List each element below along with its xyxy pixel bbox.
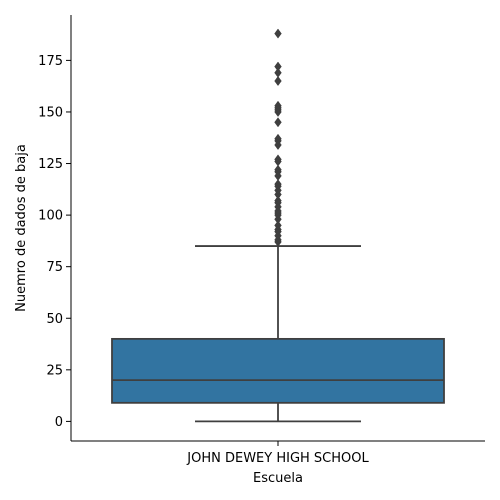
- outlier-point: [274, 75, 282, 87]
- x-axis-label: Escuela: [253, 471, 303, 486]
- y-tick-label: 50: [46, 312, 63, 327]
- outlier-point: [274, 61, 282, 72]
- outlier-point: [274, 67, 282, 78]
- outlier-point: [274, 28, 282, 39]
- y-tick-label: 175: [38, 54, 63, 69]
- outlier-point: [274, 117, 282, 128]
- y-tick-label: 25: [46, 363, 63, 378]
- x-tick-label: JOHN DEWEY HIGH SCHOOL: [186, 451, 369, 466]
- y-axis: 0 25 50 75 100 125 150 175: [38, 15, 72, 441]
- y-tick-label: 100: [38, 209, 63, 224]
- y-axis-label: Nuemro de dados de baja: [14, 144, 29, 312]
- outlier-point: [274, 100, 282, 111]
- outlier-point: [274, 179, 282, 190]
- iqr-box: [111, 337, 445, 404]
- y-tick-label: 125: [38, 157, 63, 172]
- outlier-point: [274, 195, 282, 206]
- outlier-point: [274, 154, 282, 165]
- x-axis: JOHN DEWEY HIGH SCHOOL: [71, 440, 485, 466]
- outlier-point: [274, 220, 282, 231]
- y-tick-label: 0: [55, 415, 63, 430]
- plot-area: [111, 28, 445, 423]
- outlier-point: [274, 133, 282, 144]
- y-tick-label: 75: [46, 260, 63, 275]
- y-tick-label: 150: [38, 105, 63, 120]
- outlier-point: [274, 164, 282, 175]
